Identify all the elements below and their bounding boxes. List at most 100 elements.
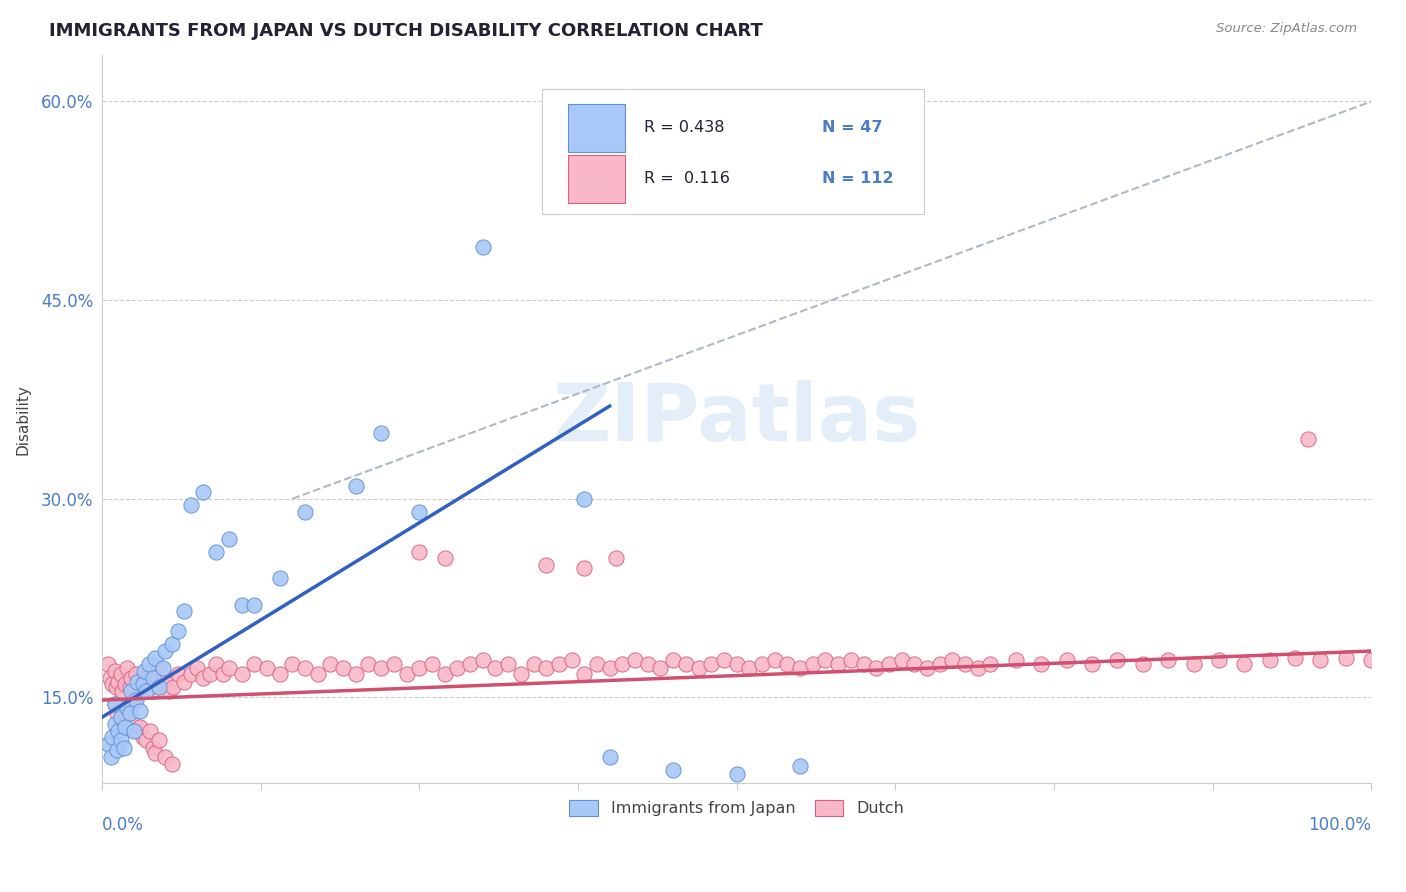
Point — [105, 743, 128, 757]
Point — [132, 664, 155, 678]
Point — [97, 737, 120, 751]
Point — [186, 661, 208, 675]
Point — [713, 653, 735, 667]
Point — [97, 657, 120, 672]
Point — [688, 661, 710, 675]
Point — [509, 666, 531, 681]
Point — [370, 425, 392, 440]
Point — [110, 710, 132, 724]
Text: R = 0.438: R = 0.438 — [644, 120, 724, 136]
Point — [122, 723, 145, 738]
Point — [357, 657, 380, 672]
Point — [152, 674, 174, 689]
Point — [114, 704, 136, 718]
Point — [332, 661, 354, 675]
Point — [122, 683, 145, 698]
Point — [117, 701, 139, 715]
Point — [269, 666, 291, 681]
Point — [160, 637, 183, 651]
Point — [458, 657, 481, 672]
Point — [1056, 653, 1078, 667]
Point — [446, 661, 468, 675]
Point — [117, 710, 139, 724]
Point — [433, 666, 456, 681]
Point — [966, 661, 988, 675]
Point — [269, 571, 291, 585]
Point — [114, 677, 136, 691]
Point — [129, 680, 152, 694]
Point — [865, 661, 887, 675]
Point — [574, 560, 596, 574]
Point — [534, 661, 557, 675]
Point — [1334, 650, 1357, 665]
Point — [129, 704, 152, 718]
Point — [738, 661, 761, 675]
Point — [814, 653, 837, 667]
Point — [135, 732, 157, 747]
Point — [662, 653, 685, 667]
Point — [152, 661, 174, 675]
Point — [612, 657, 634, 672]
Point — [138, 657, 160, 672]
Point — [877, 657, 900, 672]
Point — [125, 693, 148, 707]
Point — [1107, 653, 1129, 667]
Point — [763, 653, 786, 667]
Point — [484, 661, 506, 675]
Point — [433, 551, 456, 566]
Point — [101, 677, 124, 691]
Legend: Immigrants from Japan, Dutch: Immigrants from Japan, Dutch — [562, 794, 910, 822]
Point — [110, 714, 132, 729]
Point — [1157, 653, 1180, 667]
Point — [395, 666, 418, 681]
Point — [408, 545, 430, 559]
Point — [827, 657, 849, 672]
Point — [1296, 432, 1319, 446]
Text: IMMIGRANTS FROM JAPAN VS DUTCH DISABILITY CORRELATION CHART: IMMIGRANTS FROM JAPAN VS DUTCH DISABILIT… — [49, 22, 763, 40]
Point — [125, 666, 148, 681]
Point — [548, 657, 571, 672]
Point — [344, 478, 367, 492]
Point — [751, 657, 773, 672]
Point — [120, 671, 142, 685]
Point — [420, 657, 443, 672]
Point — [281, 657, 304, 672]
Point — [408, 661, 430, 675]
Point — [953, 657, 976, 672]
Point — [114, 720, 136, 734]
Point — [104, 664, 127, 678]
Point — [193, 485, 215, 500]
Point — [903, 657, 925, 672]
Point — [111, 683, 134, 698]
Point — [256, 661, 278, 675]
Point — [382, 657, 405, 672]
Point — [162, 680, 184, 694]
Point — [605, 551, 627, 566]
Point — [127, 674, 149, 689]
Text: 0.0%: 0.0% — [103, 816, 143, 834]
Point — [307, 666, 329, 681]
Point — [131, 730, 153, 744]
Point — [1284, 650, 1306, 665]
Point — [662, 764, 685, 778]
Point — [218, 661, 240, 675]
Point — [319, 657, 342, 672]
Point — [1360, 653, 1382, 667]
Point — [142, 683, 165, 698]
Point — [789, 661, 811, 675]
Point — [561, 653, 583, 667]
Point — [1031, 657, 1053, 672]
Point — [155, 671, 177, 685]
Text: R =  0.116: R = 0.116 — [644, 171, 730, 186]
Point — [98, 671, 121, 685]
Point — [471, 240, 494, 254]
Y-axis label: Disability: Disability — [15, 384, 30, 455]
Point — [104, 717, 127, 731]
Point — [157, 683, 180, 698]
Point — [148, 732, 170, 747]
Point — [104, 697, 127, 711]
Point — [1309, 653, 1331, 667]
Point — [107, 723, 129, 738]
Point — [725, 657, 748, 672]
Point — [139, 723, 162, 738]
